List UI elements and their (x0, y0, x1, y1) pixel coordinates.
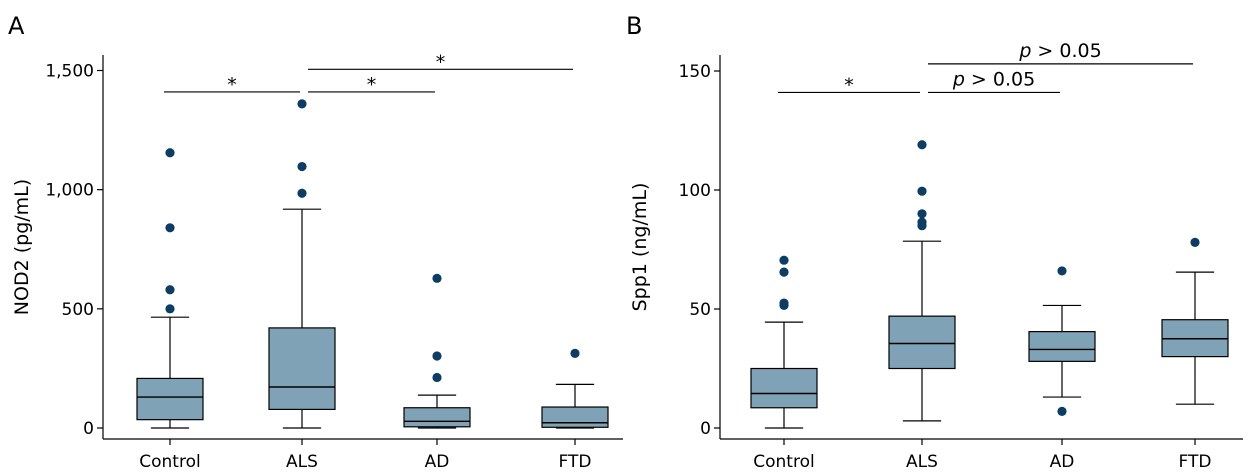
outlier-point (297, 99, 307, 109)
significance-label: p > 0.05 (1018, 40, 1101, 62)
iqr-box (750, 367, 818, 409)
x-tick-label: AD (1050, 452, 1075, 472)
y-tick-label: 50 (689, 300, 711, 320)
x-tick-label: Control (753, 452, 814, 472)
p-value: > 0.05 (1031, 40, 1101, 62)
panel-letter: B (626, 12, 642, 40)
outlier-point (297, 161, 307, 172)
outlier-point (779, 267, 789, 277)
outlier-point (1057, 406, 1067, 416)
box-group-ftd (1161, 237, 1229, 405)
x-tick-label: AD (425, 452, 450, 472)
iqr-box (403, 407, 471, 428)
outlier-point (917, 209, 927, 219)
iqr-box (268, 327, 336, 411)
iqr-box (1028, 331, 1096, 362)
box-group-control (136, 148, 204, 429)
outlier-point (917, 217, 927, 227)
y-tick-label: 0 (83, 419, 94, 439)
y-tick-label: 500 (62, 300, 94, 320)
p-symbol: p (1018, 40, 1031, 62)
x-tick-label: Control (139, 452, 200, 472)
outlier-point (1190, 237, 1200, 247)
outlier-point (297, 188, 307, 198)
box-group-control (750, 255, 818, 429)
outlier-point (917, 186, 927, 196)
significance-label: p > 0.05 (952, 68, 1035, 90)
panel-b: B 0 50 100 150 Spp1 (ng/mL) Control ALS AD FTD * p … (626, 12, 1243, 472)
outlier-point (165, 285, 175, 295)
outlier-point (570, 348, 580, 359)
outlier-point (779, 298, 789, 308)
iqr-box (541, 406, 609, 428)
y-tick-label: 0 (700, 419, 711, 439)
box-group-als (888, 140, 956, 422)
outlier-point (1057, 266, 1067, 276)
outlier-point (432, 273, 442, 283)
outlier-point (165, 223, 175, 233)
y-tick-label: 1,500 (45, 62, 94, 82)
x-tick-label: FTD (1179, 452, 1212, 472)
significance-label: * (227, 74, 237, 96)
outlier-point (165, 148, 175, 158)
p-symbol: p (952, 68, 965, 90)
x-tick-label: ALS (286, 452, 318, 472)
outlier-point (432, 372, 442, 383)
significance-label: * (844, 74, 854, 96)
x-tick-label: ALS (906, 452, 938, 472)
panel-letter: A (8, 12, 25, 40)
panel-a: A 0 500 1,000 1,500 NOD2 (pg/mL) Control ALS AD F… (8, 12, 623, 472)
outlier-point (432, 351, 442, 361)
box-group-ftd (541, 348, 609, 429)
iqr-box (136, 377, 204, 421)
p-value: > 0.05 (965, 68, 1035, 90)
y-tick-label: 150 (679, 62, 711, 82)
box-group-ad (403, 273, 471, 429)
outlier-point (165, 304, 175, 314)
y-tick-label: 100 (679, 181, 711, 201)
y-axis-label: NOD2 (pg/mL) (11, 179, 33, 315)
y-axis-label: Spp1 (ng/mL) (629, 183, 651, 312)
box-group-als (268, 99, 336, 429)
iqr-box (888, 315, 956, 370)
significance-label: * (367, 74, 377, 96)
box-group-ad (1028, 266, 1096, 416)
significance-label: * (436, 51, 446, 73)
outlier-point (917, 140, 927, 150)
outlier-point (779, 255, 789, 265)
x-tick-label: FTD (559, 452, 592, 472)
y-tick-label: 1,000 (45, 181, 94, 201)
